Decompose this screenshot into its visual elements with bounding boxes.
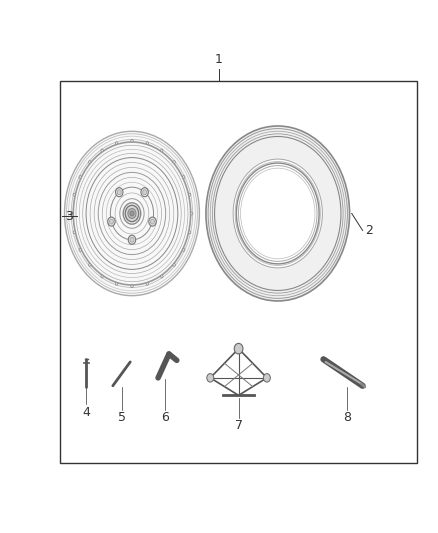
Circle shape bbox=[116, 188, 123, 197]
Circle shape bbox=[206, 126, 350, 301]
Circle shape bbox=[101, 149, 103, 152]
Text: 5: 5 bbox=[118, 411, 127, 424]
Circle shape bbox=[101, 275, 103, 278]
Circle shape bbox=[131, 285, 133, 288]
Circle shape bbox=[130, 211, 134, 216]
Circle shape bbox=[183, 176, 185, 179]
Bar bbox=[60, 81, 417, 463]
Circle shape bbox=[234, 343, 243, 354]
Circle shape bbox=[79, 176, 81, 179]
Circle shape bbox=[161, 149, 163, 152]
Circle shape bbox=[73, 231, 75, 234]
Text: 8: 8 bbox=[343, 411, 351, 424]
Circle shape bbox=[125, 205, 139, 222]
Text: 1: 1 bbox=[215, 53, 223, 66]
Circle shape bbox=[188, 231, 191, 234]
Circle shape bbox=[79, 248, 81, 252]
Circle shape bbox=[130, 237, 134, 242]
Text: 6: 6 bbox=[161, 411, 169, 424]
Circle shape bbox=[161, 275, 163, 278]
Circle shape bbox=[191, 212, 193, 215]
Circle shape bbox=[183, 248, 185, 252]
Circle shape bbox=[71, 212, 74, 215]
Text: 3: 3 bbox=[65, 209, 73, 223]
Circle shape bbox=[207, 374, 214, 382]
Circle shape bbox=[88, 160, 91, 164]
Text: 2: 2 bbox=[365, 224, 373, 237]
Circle shape bbox=[151, 219, 155, 224]
Circle shape bbox=[146, 142, 148, 144]
Circle shape bbox=[146, 282, 148, 285]
Circle shape bbox=[131, 139, 133, 142]
Text: 4: 4 bbox=[82, 406, 90, 419]
Circle shape bbox=[263, 374, 270, 382]
Circle shape bbox=[115, 282, 118, 285]
Circle shape bbox=[188, 193, 191, 196]
Circle shape bbox=[173, 160, 175, 164]
Circle shape bbox=[128, 208, 136, 219]
Circle shape bbox=[108, 217, 115, 226]
Circle shape bbox=[127, 207, 138, 220]
Circle shape bbox=[88, 263, 91, 266]
Circle shape bbox=[64, 131, 199, 296]
Text: 7: 7 bbox=[235, 419, 243, 432]
Circle shape bbox=[173, 263, 175, 266]
Circle shape bbox=[115, 142, 118, 144]
Circle shape bbox=[128, 235, 136, 244]
Circle shape bbox=[232, 158, 323, 269]
Circle shape bbox=[73, 193, 75, 196]
Circle shape bbox=[117, 190, 121, 195]
Circle shape bbox=[110, 219, 113, 224]
Circle shape bbox=[149, 217, 156, 226]
Circle shape bbox=[141, 188, 148, 197]
Circle shape bbox=[143, 190, 147, 195]
